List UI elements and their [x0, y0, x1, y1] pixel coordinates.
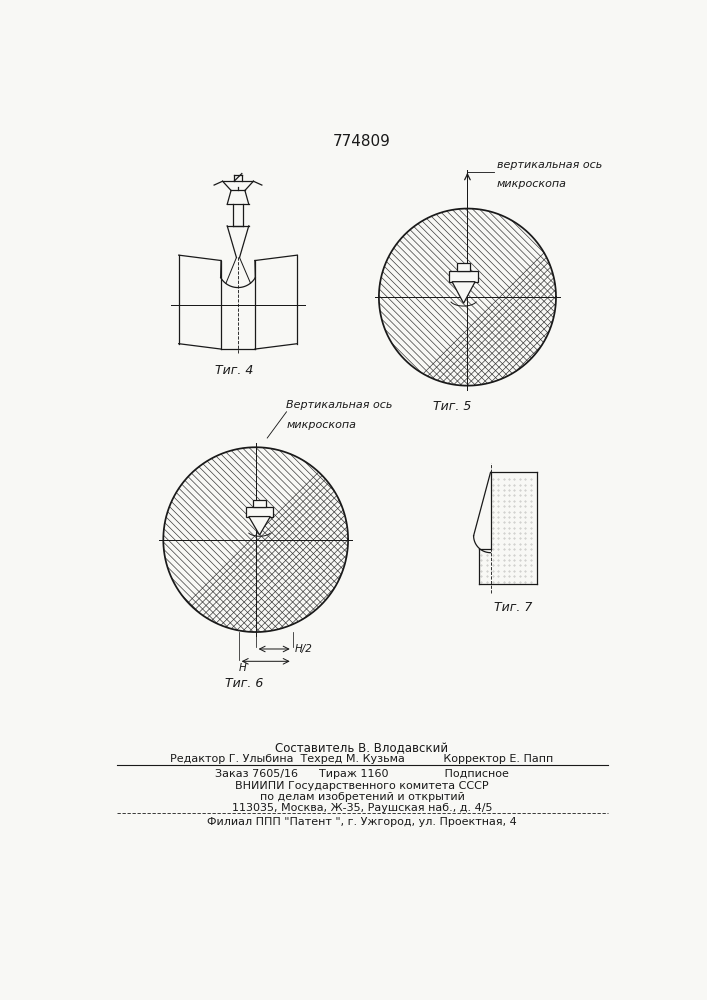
Text: микроскопа: микроскопа — [497, 179, 567, 189]
Text: H: H — [239, 663, 247, 673]
Text: Τиг. 6: Τиг. 6 — [225, 677, 263, 690]
Bar — [246, 507, 274, 517]
Text: Заказ 7605/16      Тираж 1160                Подписное: Заказ 7605/16 Тираж 1160 Подписное — [215, 769, 509, 779]
Bar — [253, 500, 266, 507]
Text: H/2: H/2 — [295, 644, 312, 654]
Text: по делам изобретений и открытий: по делам изобретений и открытий — [259, 792, 464, 802]
Polygon shape — [452, 282, 475, 303]
Text: 774809: 774809 — [333, 134, 391, 149]
Text: Редактор Г. Улыбина  Техред М. Кузьма           Корректор Е. Папп: Редактор Г. Улыбина Техред М. Кузьма Кор… — [170, 754, 554, 764]
Bar — [457, 263, 469, 271]
Text: вертикальная ось: вертикальная ось — [497, 160, 602, 170]
Text: Τиг. 5: Τиг. 5 — [433, 400, 472, 413]
Text: ВНИИПИ Государственного комитета СССР: ВНИИПИ Государственного комитета СССР — [235, 781, 489, 791]
Bar — [449, 271, 478, 282]
Text: микроскопа: микроскопа — [286, 420, 356, 430]
Polygon shape — [249, 517, 270, 535]
Text: Составитель В. Влодавский: Составитель В. Влодавский — [276, 742, 448, 755]
Text: Τиг. 7: Τиг. 7 — [494, 601, 533, 614]
Text: 113035, Москва, Ж-35, Раушская наб., д. 4/5: 113035, Москва, Ж-35, Раушская наб., д. … — [232, 803, 492, 813]
Text: Вертикальная ось: Вертикальная ось — [286, 400, 393, 410]
Text: Τиг. 4: Τиг. 4 — [215, 364, 253, 377]
Text: Филиал ППП "Патент ", г. Ужгород, ул. Проектная, 4: Филиал ППП "Патент ", г. Ужгород, ул. Пр… — [207, 817, 517, 827]
